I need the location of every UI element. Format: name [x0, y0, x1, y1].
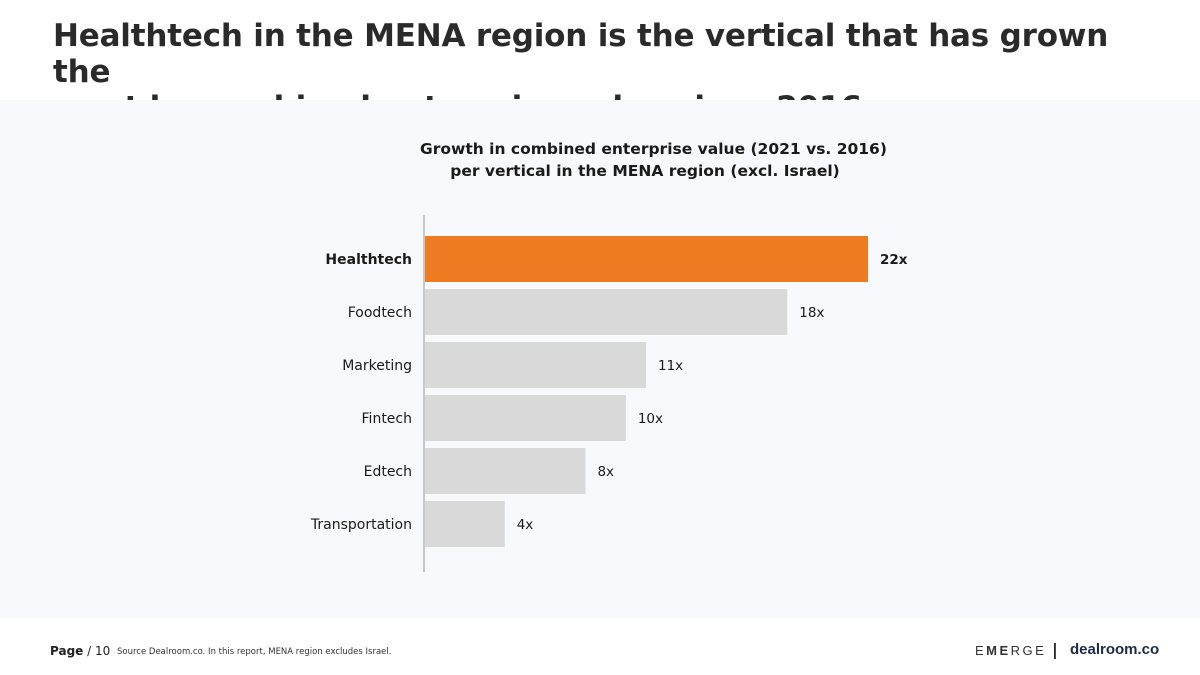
category-label-edtech: Edtech	[364, 464, 412, 480]
source-note: Source Dealroom.co. In this report, MENA…	[117, 647, 392, 657]
bar-edtech	[424, 448, 586, 494]
category-label-healthtech: Healthtech	[325, 252, 412, 268]
dealroom-logo: dealroom.co	[1070, 641, 1160, 658]
chart-title: Growth in combined enterprise value (202…	[420, 138, 887, 182]
bar-transportation	[424, 501, 505, 547]
value-label-foodtech: 18x	[799, 305, 824, 321]
chart-title-line-2: per vertical in the MENA region (excl. I…	[450, 162, 840, 180]
value-label-fintech: 10x	[638, 411, 663, 427]
logo-separator: |	[1052, 640, 1058, 659]
page-number: / 10	[87, 644, 111, 658]
emerge-logo-suffix: RGE	[1010, 643, 1047, 658]
category-label-foodtech: Foodtech	[348, 305, 412, 321]
category-label-transportation: Transportation	[310, 517, 412, 533]
value-label-healthtech: 22x	[880, 252, 908, 268]
headline-line-1: Healthtech in the MENA region is the ver…	[53, 18, 1109, 90]
page-label: Page	[50, 644, 84, 658]
value-label-marketing: 11x	[658, 358, 683, 374]
value-label-transportation: 4x	[517, 517, 534, 533]
page-indicator: Page / 10	[50, 644, 110, 658]
category-label-marketing: Marketing	[342, 358, 412, 374]
chart-title-line-1: Growth in combined enterprise value (202…	[420, 140, 887, 158]
footer: Page / 10 Source Dealroom.co. In this re…	[0, 618, 1200, 675]
emerge-logo-bold: ME	[986, 643, 1011, 658]
value-label-edtech: 8x	[597, 464, 614, 480]
bar-foodtech	[424, 289, 788, 335]
bar-healthtech	[424, 236, 868, 282]
category-label-fintech: Fintech	[362, 411, 412, 427]
emerge-logo: EMERGE	[975, 643, 1046, 658]
bar-fintech	[424, 395, 626, 441]
emerge-logo-prefix: E	[975, 643, 987, 658]
bar-marketing	[424, 342, 646, 388]
